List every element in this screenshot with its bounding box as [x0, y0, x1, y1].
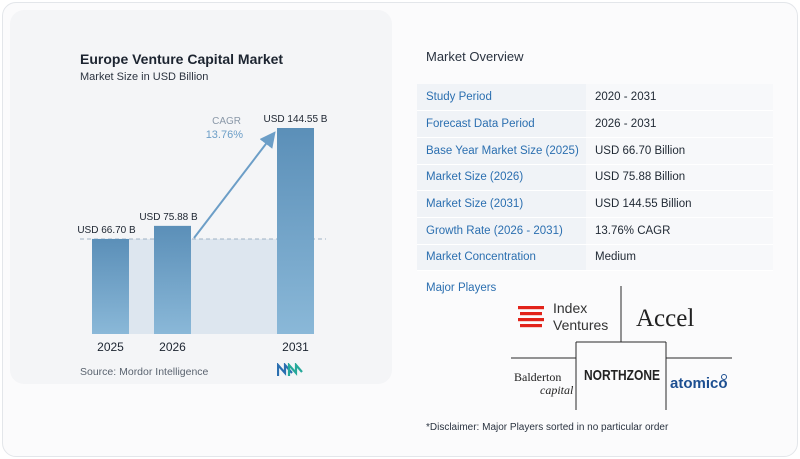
balderton-capital-logo: Balderton capital — [514, 370, 574, 397]
index-ventures-line1: Index — [553, 300, 587, 316]
cagr-value: 13.76% — [206, 129, 244, 141]
balderton-line2: capital — [540, 383, 574, 397]
bar-2031 — [277, 128, 314, 334]
overview-row: Market Concentration Medium — [417, 244, 773, 272]
overview-row-label: Base Year Market Size (2025) — [417, 137, 586, 165]
x-tick-label: 2025 — [97, 340, 124, 354]
overview-row-value: Medium — [586, 244, 773, 272]
bar-2026 — [154, 225, 191, 334]
atomico-logo: atomico — [670, 375, 728, 392]
bar-value-label: USD 66.70 B — [77, 225, 136, 236]
overview-row-value: 2026 - 2031 — [586, 110, 773, 138]
overview-row-value: USD 144.55 Billion — [586, 190, 773, 218]
bar-chart: USD 66.70 B 2025 USD 75.88 B 2026 USD 144.55… — [77, 114, 328, 354]
overview-row-value: USD 75.88 Billion — [586, 164, 773, 192]
bar-value-label: USD 75.88 B — [139, 212, 198, 223]
bar-2025 — [92, 238, 129, 334]
x-tick-label: 2026 — [159, 340, 186, 354]
chart-title: Europe Venture Capital Market — [80, 51, 284, 67]
overview-row: Growth Rate (2026 - 2031) 13.76% CAGR — [417, 217, 773, 245]
index-ventures-logo: Index Ventures — [518, 300, 608, 333]
cagr-label: CAGR — [212, 116, 241, 127]
overview-row-label: Market Concentration — [417, 244, 586, 272]
overview-row-label: Growth Rate (2026 - 2031) — [417, 217, 586, 245]
overview-row-label: Study Period — [417, 84, 586, 112]
mordor-logo-icon — [277, 363, 303, 376]
x-tick-label: 2031 — [282, 340, 309, 354]
overview-row-label: Forecast Data Period — [417, 110, 586, 138]
overview-row-value: 13.76% CAGR — [586, 217, 773, 245]
accel-logo: Accel — [636, 305, 694, 332]
overview-row-value: 2020 - 2031 — [586, 84, 773, 112]
overview-title: Market Overview — [426, 49, 524, 64]
overview-table: Study Period 2020 - 2031 Forecast Data Per… — [417, 84, 773, 272]
balderton-line1: Balderton — [514, 370, 561, 384]
chart-subtitle: Market Size in USD Billion — [80, 71, 209, 83]
overview-row-label: Market Size (2031) — [417, 190, 586, 218]
overview-row-value: USD 66.70 Billion — [586, 137, 773, 165]
atomico-registered-icon — [721, 374, 727, 380]
index-ventures-mark-icon — [518, 306, 544, 328]
overview-row-label: Market Size (2026) — [417, 164, 586, 192]
overview-row: Market Size (2031) USD 144.55 Billion — [417, 190, 773, 218]
overview-row: Forecast Data Period 2026 - 2031 — [417, 110, 773, 138]
overview-row: Study Period 2020 - 2031 — [417, 84, 773, 112]
source-note: Source: Mordor Intelligence — [80, 366, 209, 378]
overview-row: Market Size (2026) USD 75.88 Billion — [417, 164, 773, 192]
disclaimer: *Disclaimer: Major Players sorted in no … — [426, 422, 669, 433]
cagr-arrow — [193, 131, 276, 239]
northzone-logo: NORTHZONE — [584, 367, 660, 384]
index-ventures-line2: Ventures — [553, 317, 608, 333]
bar-value-label: USD 144.55 B — [264, 114, 328, 125]
major-players-title: Major Players — [426, 282, 497, 294]
overview-row: Base Year Market Size (2025) USD 66.70 Bi… — [417, 137, 773, 165]
